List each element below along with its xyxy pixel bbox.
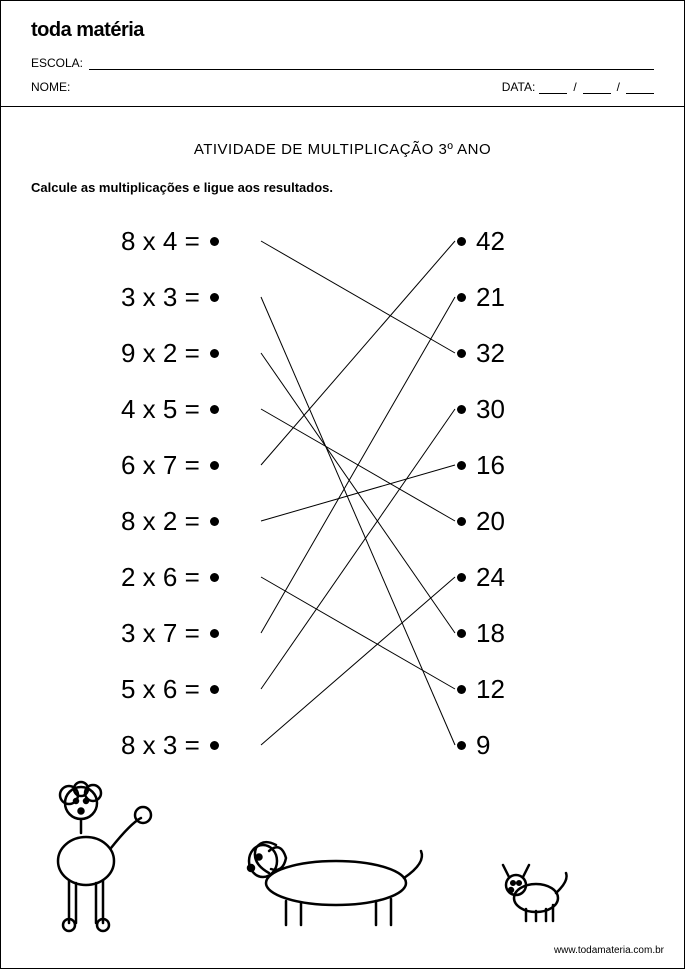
connection-dot xyxy=(210,405,219,414)
answer-item: 32 xyxy=(451,325,505,381)
connection-dot xyxy=(210,461,219,470)
problem-item: 2 x 6 = xyxy=(121,549,225,605)
decorative-dogs-illustration xyxy=(31,778,654,938)
answer-text: 42 xyxy=(476,226,505,257)
escola-field: ESCOLA: xyxy=(31,56,654,70)
connection-dot xyxy=(457,517,466,526)
right-column-answers: 42 21 32 30 16 20 24 18 12 9 xyxy=(451,213,505,773)
nome-label: NOME: xyxy=(31,80,70,94)
date-slash: / xyxy=(615,80,622,94)
connection-dot xyxy=(210,685,219,694)
problem-text: 6 x 7 = xyxy=(121,450,200,481)
worksheet-content: ATIVIDADE DE MULTIPLICAÇÃO 3º ANO Calcul… xyxy=(1,107,684,793)
connection-dot xyxy=(457,461,466,470)
connection-dot xyxy=(457,685,466,694)
answer-item: 9 xyxy=(451,717,505,773)
escola-label: ESCOLA: xyxy=(31,56,83,70)
data-day-line[interactable] xyxy=(539,80,567,94)
left-column-problems: 8 x 4 = 3 x 3 = 9 x 2 = 4 x 5 = 6 x 7 = 8 x 2… xyxy=(121,213,225,773)
connection-dot xyxy=(210,349,219,358)
connection-dot xyxy=(457,349,466,358)
answer-item: 12 xyxy=(451,661,505,717)
answer-text: 30 xyxy=(476,394,505,425)
problem-item: 4 x 5 = xyxy=(121,381,225,437)
answer-item: 24 xyxy=(451,549,505,605)
problem-item: 8 x 2 = xyxy=(121,493,225,549)
problem-text: 3 x 7 = xyxy=(121,618,200,649)
answer-text: 32 xyxy=(476,338,505,369)
problem-text: 3 x 3 = xyxy=(121,282,200,313)
problem-text: 8 x 2 = xyxy=(121,506,200,537)
data-year-line[interactable] xyxy=(626,80,654,94)
problem-text: 4 x 5 = xyxy=(121,394,200,425)
connection-dot xyxy=(210,741,219,750)
problem-item: 3 x 3 = xyxy=(121,269,225,325)
answer-text: 20 xyxy=(476,506,505,537)
problem-item: 9 x 2 = xyxy=(121,325,225,381)
answer-text: 9 xyxy=(476,730,490,761)
problem-text: 8 x 4 = xyxy=(121,226,200,257)
connection-dot xyxy=(210,293,219,302)
data-month-line[interactable] xyxy=(583,80,611,94)
connection-dot xyxy=(457,629,466,638)
data-field: DATA: / / xyxy=(502,80,654,94)
connection-dot xyxy=(210,573,219,582)
answer-item: 30 xyxy=(451,381,505,437)
answer-item: 42 xyxy=(451,213,505,269)
date-slash: / xyxy=(571,80,578,94)
problem-item: 5 x 6 = xyxy=(121,661,225,717)
connection-dot xyxy=(457,573,466,582)
connection-dot xyxy=(457,741,466,750)
footer-url: www.todamateria.com.br xyxy=(554,945,664,956)
problem-text: 5 x 6 = xyxy=(121,674,200,705)
answer-item: 16 xyxy=(451,437,505,493)
answer-text: 16 xyxy=(476,450,505,481)
instruction-text: Calcule as multiplicações e ligue aos re… xyxy=(31,180,654,195)
connection-dot xyxy=(457,237,466,246)
worksheet-header: toda matéria ESCOLA: NOME: DATA: / / xyxy=(1,1,684,107)
problem-text: 8 x 3 = xyxy=(121,730,200,761)
escola-blank-line[interactable] xyxy=(89,56,654,70)
connection-dot xyxy=(210,629,219,638)
answer-text: 21 xyxy=(476,282,505,313)
answer-item: 20 xyxy=(451,493,505,549)
problem-text: 2 x 6 = xyxy=(121,562,200,593)
problem-item: 8 x 3 = xyxy=(121,717,225,773)
answer-text: 18 xyxy=(476,618,505,649)
answer-text: 24 xyxy=(476,562,505,593)
answer-item: 18 xyxy=(451,605,505,661)
problem-item: 8 x 4 = xyxy=(121,213,225,269)
problem-item: 6 x 7 = xyxy=(121,437,225,493)
brand-logo: toda matéria xyxy=(31,19,654,42)
problem-text: 9 x 2 = xyxy=(121,338,200,369)
connection-dot xyxy=(457,405,466,414)
answer-text: 12 xyxy=(476,674,505,705)
nome-field: NOME: xyxy=(31,80,482,94)
connection-dot xyxy=(210,517,219,526)
activity-title: ATIVIDADE DE MULTIPLICAÇÃO 3º ANO xyxy=(31,141,654,158)
problem-item: 3 x 7 = xyxy=(121,605,225,661)
connection-dot xyxy=(210,237,219,246)
answer-item: 21 xyxy=(451,269,505,325)
connection-dot xyxy=(457,293,466,302)
matching-exercise: 8 x 4 = 3 x 3 = 9 x 2 = 4 x 5 = 6 x 7 = 8 x 2… xyxy=(31,213,654,793)
data-label: DATA: xyxy=(502,80,536,94)
